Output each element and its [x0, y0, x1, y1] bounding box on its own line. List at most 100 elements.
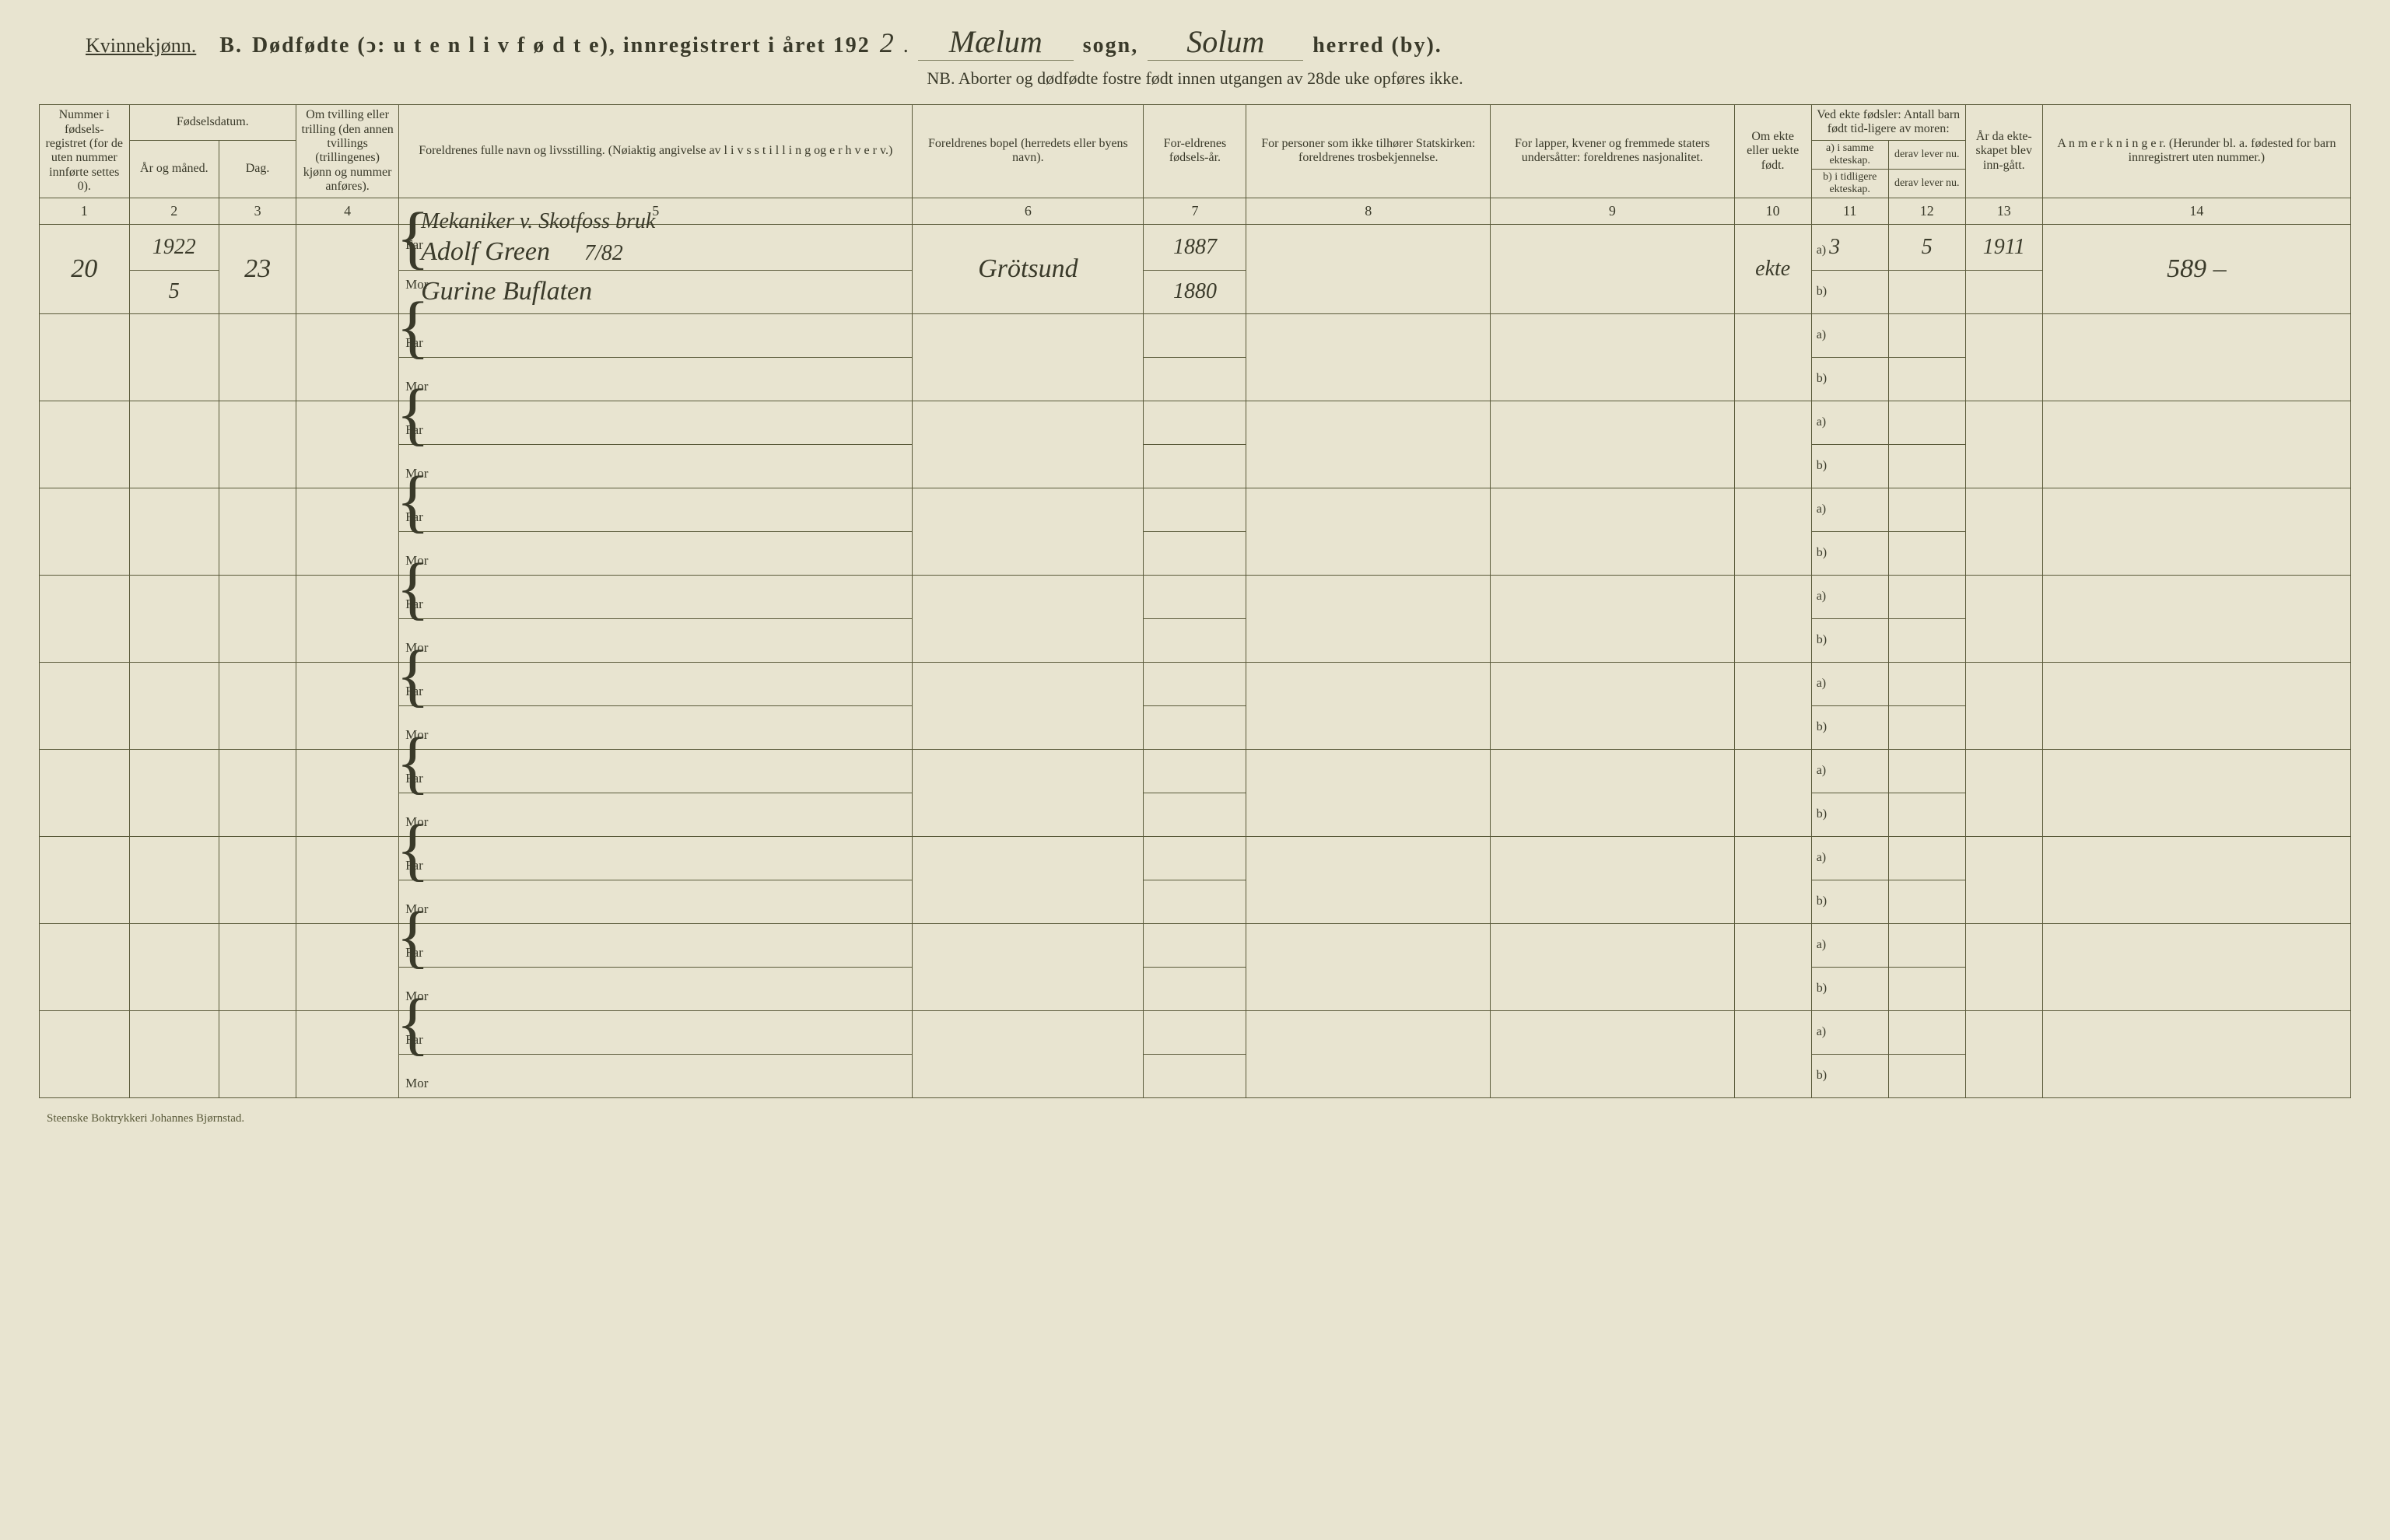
table-row: {Far a) [40, 401, 2351, 444]
mother-birthyear [1144, 1054, 1246, 1097]
table-row: {Far a) [40, 923, 2351, 967]
b-label: b) [1817, 720, 1827, 733]
col11-b-cell: b) [1811, 531, 1888, 575]
table-row: 20 1922 23 { Mekaniker v. Skotfoss bruk … [40, 224, 2351, 270]
a-label: a) [1817, 502, 1826, 516]
twin-cell [296, 224, 399, 313]
mother-birthyear: 1880 [1144, 270, 1246, 313]
residence-cell [913, 836, 1144, 923]
col6-header: Foreldrenes bopel (herredets eller byens… [913, 105, 1144, 198]
a-label: a) [1817, 328, 1826, 341]
colnum: 2 [129, 198, 219, 224]
num-value: 20 [44, 254, 124, 284]
col12-bot-cell [1888, 444, 1965, 488]
twin-cell [296, 749, 399, 836]
religion-cell [1246, 1010, 1491, 1097]
far-label: Far [405, 422, 423, 438]
b-label: b) [1817, 894, 1827, 908]
col3-header: Dag. [219, 140, 296, 198]
col12-top-cell [1888, 923, 1965, 967]
far-label: Far [405, 597, 423, 612]
legit: ekte [1755, 257, 1790, 281]
mother-birthyear [1144, 444, 1246, 488]
colnum: 10 [1734, 198, 1811, 224]
religion-cell [1246, 923, 1491, 1010]
a-label: a) [1817, 938, 1826, 951]
col11-b-cell: b) [1811, 618, 1888, 662]
legitimacy-cell [1734, 923, 1811, 1010]
residence-cell [913, 575, 1144, 662]
day [219, 488, 296, 575]
ym-top: 1922 [152, 235, 196, 259]
mother-cell: Mor Gurine Buflaten [399, 270, 913, 313]
herred-value: Solum [1148, 23, 1303, 61]
entry-number [40, 749, 130, 836]
mother-cell: Mor [399, 793, 913, 836]
b-label: b) [1817, 546, 1827, 559]
sogn-label: sogn, [1083, 33, 1138, 58]
col10-header: Om ekte eller uekte født. [1734, 105, 1811, 198]
day [219, 836, 296, 923]
mother-birthyear [1144, 880, 1246, 923]
mother-cell: Mor [399, 1054, 913, 1097]
col11-a-cell: a) [1811, 836, 1888, 880]
col11-b-cell: b) [1811, 793, 1888, 836]
c11b-val: 5 [1922, 235, 1933, 259]
colnum: 4 [296, 198, 399, 224]
col1-header: Nummer i fødsels-registret (for de uten … [40, 105, 130, 198]
father-cell: {Far [399, 836, 913, 880]
colnum: 6 [913, 198, 1144, 224]
b-label: b) [1817, 459, 1827, 472]
year-month [129, 313, 219, 401]
year-month [129, 1010, 219, 1097]
col9-header: For lapper, kvener og fremmede staters u… [1491, 105, 1735, 198]
remarks-cell [2042, 749, 2350, 836]
marriage-year [1965, 662, 2042, 749]
year-month [129, 836, 219, 923]
father-cell: {Far [399, 923, 913, 967]
legitimacy-cell: ekte [1734, 224, 1811, 313]
col11-a-cell: a) [1811, 1010, 1888, 1054]
day [219, 313, 296, 401]
col14-header: A n m e r k n i n g e r. (Herunder bl. a… [2042, 105, 2350, 198]
register-table: Nummer i fødsels-registret (for de uten … [39, 104, 2351, 1098]
twin-cell [296, 313, 399, 401]
col12-bot-cell [1888, 1054, 1965, 1097]
title-main: Dødfødte (ↄ: u t e n l i v f ø d t e), i… [252, 33, 871, 58]
religion-cell [1246, 662, 1491, 749]
col12-bot-cell [1888, 270, 1965, 313]
residence: Grötsund [978, 254, 1078, 283]
remark: 589 – [2167, 254, 2227, 283]
table-body: 20 1922 23 { Mekaniker v. Skotfoss bruk … [40, 224, 2351, 1097]
col12-top-cell [1888, 749, 1965, 793]
father-cell: {Far [399, 1010, 913, 1054]
table-row: {Far a) [40, 488, 2351, 531]
year-month [129, 662, 219, 749]
legitimacy-cell [1734, 313, 1811, 401]
gender-label: Kvinnekjønn. [86, 34, 196, 58]
remarks-cell [2042, 662, 2350, 749]
twin-cell [296, 836, 399, 923]
father-birthyear [1144, 313, 1246, 357]
a-label: a) [1817, 243, 1826, 257]
legitimacy-cell [1734, 662, 1811, 749]
col12-bot-cell [1888, 793, 1965, 836]
colnum: 14 [2042, 198, 2350, 224]
printer-footer: Steenske Boktrykkeri Johannes Bjørnstad. [39, 1112, 2351, 1125]
c11a-val: 3 [1829, 235, 1840, 259]
col12-bot-cell [1888, 880, 1965, 923]
father-cell: {Far [399, 401, 913, 444]
legitimacy-cell [1734, 1010, 1811, 1097]
col12-top-cell [1888, 575, 1965, 618]
b-label: b) [1817, 1069, 1827, 1082]
col11-b-cell: b) [1811, 357, 1888, 401]
far-label: Far [405, 945, 423, 961]
year-month: 1922 [129, 224, 219, 270]
day [219, 575, 296, 662]
col13-header: År da ekte-skapet blev inn-gått. [1965, 105, 2042, 198]
father-birthyear [1144, 488, 1246, 531]
table-head: Nummer i fødsels-registret (for de uten … [40, 105, 2351, 225]
col11-a-cell: a) [1811, 575, 1888, 618]
table-row: {Far a) [40, 1010, 2351, 1054]
mor-label: Mor [405, 1076, 428, 1091]
